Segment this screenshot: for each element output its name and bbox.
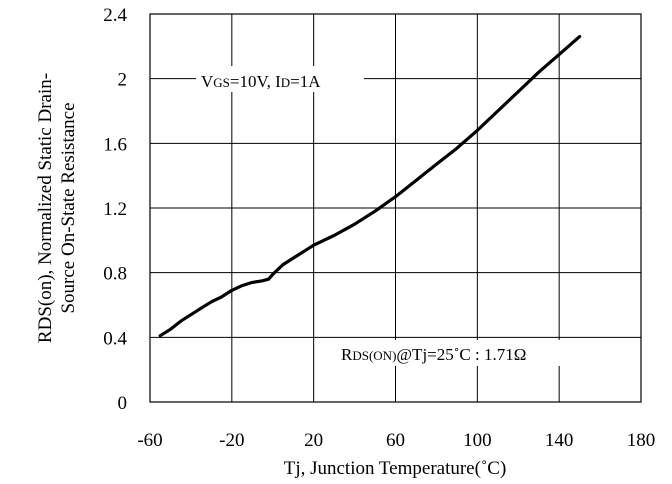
y-axis-label-line1: RDS(on), Normalized Static Drain- bbox=[35, 73, 56, 343]
x-tick-label: 140 bbox=[545, 430, 574, 451]
reference-annotation: RDS(ON)@Tj=25˚C : 1.71Ω bbox=[341, 345, 526, 364]
y-tick-label: 0.8 bbox=[103, 264, 127, 285]
y-tick-label: 0.4 bbox=[103, 328, 127, 349]
x-tick-label: 20 bbox=[304, 430, 323, 451]
y-tick-label: 0 bbox=[118, 393, 128, 414]
plot-frame bbox=[149, 13, 642, 403]
y-tick-label: 1.2 bbox=[103, 199, 127, 220]
series-line bbox=[158, 34, 582, 338]
reference-annotation-bg bbox=[336, 340, 588, 366]
conditions-annotation: VGS=10V, ID=1A bbox=[201, 72, 321, 91]
y-tick-label: 2.4 bbox=[103, 5, 127, 26]
y-tick-label: 1.6 bbox=[103, 134, 127, 155]
x-tick-label: -60 bbox=[137, 430, 162, 451]
x-tick-labels: -60 -20 20 60 100 140 180 bbox=[137, 430, 655, 451]
y-tick-label: 2 bbox=[118, 70, 128, 91]
x-tick-label: 180 bbox=[627, 430, 656, 451]
x-tick-label: 100 bbox=[463, 430, 492, 451]
x-tick-label: 60 bbox=[386, 430, 405, 451]
y-axis-label-line2: Source On-State Resistance bbox=[58, 102, 79, 313]
x-tick-label: -20 bbox=[219, 430, 244, 451]
y-tick-labels: 0 0.4 0.8 1.2 1.6 2 2.4 bbox=[103, 5, 127, 414]
x-axis-label: Tj, Junction Temperature(˚C) bbox=[284, 458, 507, 479]
conditions-annotation-bg bbox=[196, 66, 364, 92]
